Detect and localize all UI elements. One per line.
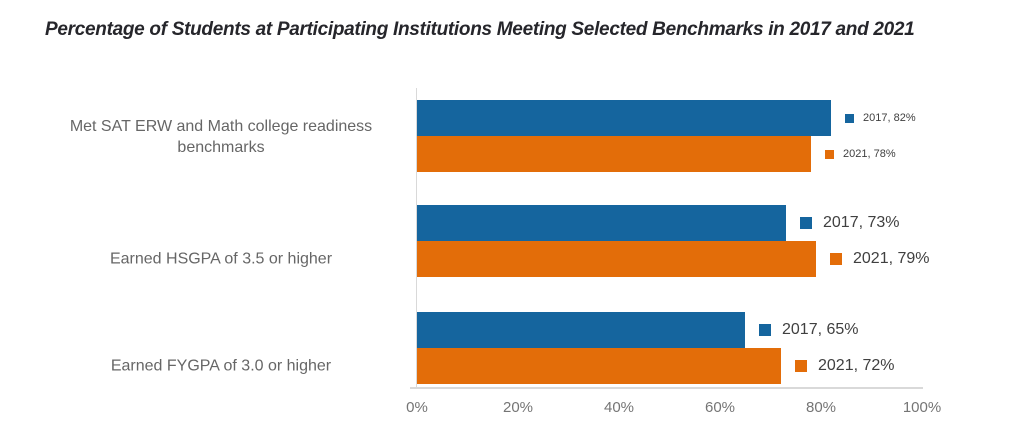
legend-marker-2017 [845,113,854,123]
data-label-text: 2021, 72% [818,357,895,374]
bar-2017 [417,100,831,136]
data-label-2021: 2021, 78% [825,148,896,160]
bar-2021 [417,348,781,384]
data-label-text: 2017, 73% [823,214,900,231]
data-label-2017: 2017, 65% [759,321,859,339]
x-axis-tick-label: 60% [704,399,736,416]
x-axis-tick-label: 40% [603,399,635,416]
data-label-2021: 2021, 72% [795,357,895,375]
data-label-text: 2017, 65% [782,321,859,338]
x-axis-tick-label: 0% [406,399,428,416]
chart-title: Percentage of Students at Participating … [45,19,915,40]
data-label-2017: 2017, 73% [800,214,900,232]
data-label-text: 2021, 78% [843,148,896,160]
legend-marker-2021 [795,360,807,372]
data-label-2017: 2017, 82% [845,112,916,124]
bar-2017 [417,205,786,241]
bar-2017 [417,312,745,348]
legend-marker-2021 [830,253,842,265]
x-axis-tick-label: 100% [902,399,942,416]
data-label-text: 2021, 79% [853,250,930,267]
category-label: Earned HSGPA of 3.5 or higher [109,250,333,268]
x-axis-tick-label: 20% [502,399,534,416]
x-axis-tick-label: 80% [805,399,837,416]
x-axis-line [410,387,923,389]
bar-2021 [417,241,816,277]
data-label-text: 2017, 82% [863,112,916,124]
legend-marker-2017 [800,217,812,229]
bar-2021 [417,136,811,172]
data-label-2021: 2021, 79% [830,250,930,268]
y-axis-line [416,88,417,388]
legend-marker-2021 [825,149,834,159]
category-label: Met SAT ERW and Math college readiness b… [69,118,373,156]
legend-marker-2017 [759,324,771,336]
category-label: Earned FYGPA of 3.0 or higher [110,357,332,375]
